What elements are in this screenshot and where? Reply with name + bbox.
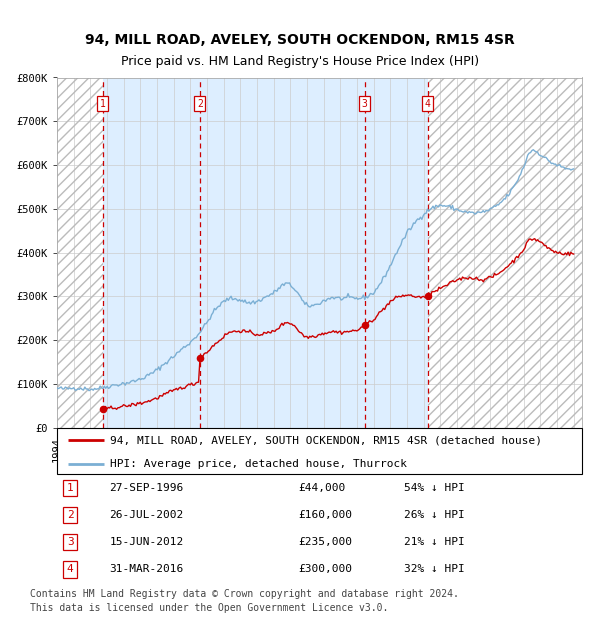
Text: £160,000: £160,000 [299,510,353,520]
Point [423,291,433,301]
Text: HPI: Average price, detached house, Thurrock: HPI: Average price, detached house, Thur… [110,459,407,469]
Point [98,404,107,414]
Text: This data is licensed under the Open Government Licence v3.0.: This data is licensed under the Open Gov… [30,603,388,613]
Text: 4: 4 [67,564,74,574]
Text: 31-MAR-2016: 31-MAR-2016 [110,564,184,574]
Text: 94, MILL ROAD, AVELEY, SOUTH OCKENDON, RM15 4SR (detached house): 94, MILL ROAD, AVELEY, SOUTH OCKENDON, R… [110,435,542,445]
Point [195,353,205,363]
Text: 27-SEP-1996: 27-SEP-1996 [110,483,184,493]
Text: 3: 3 [67,537,74,547]
Point [360,320,370,330]
Bar [200,78,365,428]
Text: 4: 4 [425,99,431,108]
Bar [428,78,582,428]
Text: 21% ↓ HPI: 21% ↓ HPI [404,537,464,547]
Text: 1: 1 [67,483,74,493]
Text: 54% ↓ HPI: 54% ↓ HPI [404,483,464,493]
Text: 26% ↓ HPI: 26% ↓ HPI [404,510,464,520]
Text: 26-JUL-2002: 26-JUL-2002 [110,510,184,520]
Bar [103,78,200,428]
Text: 3: 3 [362,99,368,108]
Text: 94, MILL ROAD, AVELEY, SOUTH OCKENDON, RM15 4SR: 94, MILL ROAD, AVELEY, SOUTH OCKENDON, R… [85,32,515,46]
Text: Contains HM Land Registry data © Crown copyright and database right 2024.: Contains HM Land Registry data © Crown c… [30,588,459,599]
Text: 1: 1 [100,99,106,108]
Text: £300,000: £300,000 [299,564,353,574]
Bar [365,78,428,428]
Text: £235,000: £235,000 [299,537,353,547]
Text: £44,000: £44,000 [299,483,346,493]
Bar [57,78,103,428]
Text: 2: 2 [197,99,203,108]
Text: 15-JUN-2012: 15-JUN-2012 [110,537,184,547]
Text: 32% ↓ HPI: 32% ↓ HPI [404,564,464,574]
Text: Price paid vs. HM Land Registry's House Price Index (HPI): Price paid vs. HM Land Registry's House … [121,55,479,68]
Text: 2: 2 [67,510,74,520]
